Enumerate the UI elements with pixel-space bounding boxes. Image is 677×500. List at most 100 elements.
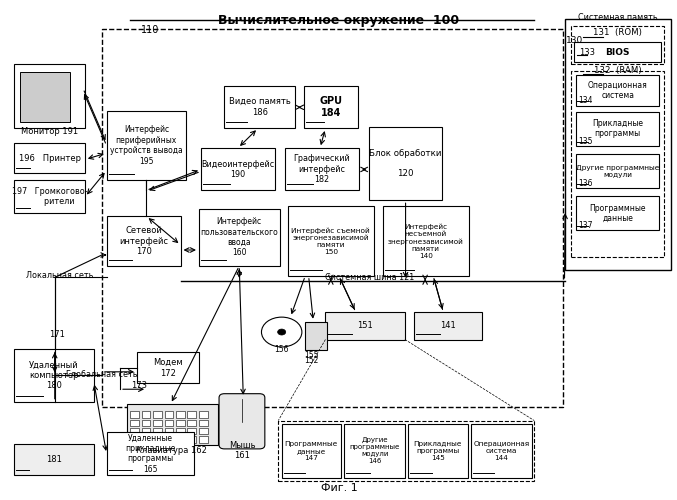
FancyBboxPatch shape [288,206,374,276]
Text: 171: 171 [49,330,66,339]
FancyBboxPatch shape [141,411,150,418]
FancyBboxPatch shape [571,26,664,64]
Text: 155: 155 [304,351,318,360]
Text: 197   Громкогово-
        рители: 197 Громкогово- рители [12,187,87,206]
Text: Видео память
186: Видео память 186 [229,98,290,116]
FancyBboxPatch shape [414,312,481,340]
FancyBboxPatch shape [565,19,671,270]
FancyBboxPatch shape [141,428,150,434]
Text: Мышь
161: Мышь 161 [229,440,255,460]
FancyBboxPatch shape [20,72,70,122]
FancyBboxPatch shape [153,428,162,434]
FancyBboxPatch shape [408,424,468,478]
Text: BIOS: BIOS [605,48,630,56]
FancyBboxPatch shape [345,424,405,478]
FancyBboxPatch shape [471,424,531,478]
FancyBboxPatch shape [188,436,196,443]
FancyBboxPatch shape [574,42,661,62]
Text: Программные
данные: Программные данные [590,204,646,223]
FancyBboxPatch shape [130,428,139,434]
FancyBboxPatch shape [137,352,199,384]
FancyBboxPatch shape [225,86,295,128]
Text: Интерфейс съемной
энергонезависимой
памяти
150: Интерфейс съемной энергонезависимой памя… [292,227,370,255]
FancyBboxPatch shape [576,154,659,188]
FancyBboxPatch shape [383,206,469,276]
FancyBboxPatch shape [304,86,357,128]
Text: GPU
184: GPU 184 [320,96,343,118]
FancyBboxPatch shape [285,148,359,190]
Text: Графический
интерфейс
182: Графический интерфейс 182 [294,154,351,184]
FancyBboxPatch shape [576,112,659,146]
Text: Системная память: Системная память [578,14,657,22]
FancyBboxPatch shape [165,420,173,426]
Text: Программные
данные
147: Программные данные 147 [284,441,338,461]
FancyBboxPatch shape [165,428,173,434]
Text: Удаленные
прикладные
программы
165: Удаленные прикладные программы 165 [125,434,175,474]
Text: 135: 135 [579,137,593,146]
Text: Модем
172: Модем 172 [153,358,183,378]
Text: 151: 151 [357,322,373,330]
FancyBboxPatch shape [130,436,139,443]
Text: Системная шина 121: Системная шина 121 [324,273,414,282]
Text: 181: 181 [46,455,62,464]
Text: 132  (RAM): 132 (RAM) [594,66,642,74]
Text: Другие программные
модули: Другие программные модули [576,164,659,177]
FancyBboxPatch shape [153,436,162,443]
FancyBboxPatch shape [176,428,185,434]
Text: 130: 130 [566,36,583,44]
FancyBboxPatch shape [127,404,218,445]
Text: Удаленный
компьютер
180: Удаленный компьютер 180 [29,360,79,390]
FancyBboxPatch shape [188,411,196,418]
FancyBboxPatch shape [153,411,162,418]
FancyBboxPatch shape [282,424,341,478]
FancyBboxPatch shape [153,420,162,426]
Text: 110: 110 [141,25,160,35]
Text: Другие
программные
модули
146: Другие программные модули 146 [349,438,399,464]
FancyBboxPatch shape [130,411,139,418]
FancyBboxPatch shape [571,71,664,258]
Text: Вычислительное окружение  100: Вычислительное окружение 100 [219,14,460,27]
Text: 173: 173 [131,380,148,390]
FancyBboxPatch shape [176,411,185,418]
Circle shape [278,329,286,335]
FancyBboxPatch shape [199,208,280,266]
FancyBboxPatch shape [176,436,185,443]
Text: Интерфейс
периферийных
устройств вывода
195: Интерфейс периферийных устройств вывода … [110,126,183,166]
FancyBboxPatch shape [219,394,265,449]
Text: Операционная
система
144: Операционная система 144 [473,441,529,461]
FancyBboxPatch shape [106,432,194,474]
Text: 131  (ROM): 131 (ROM) [593,28,642,37]
FancyBboxPatch shape [130,420,139,426]
FancyBboxPatch shape [14,64,85,128]
FancyBboxPatch shape [141,420,150,426]
FancyBboxPatch shape [369,126,442,200]
FancyBboxPatch shape [326,312,405,340]
Text: Клавиатура 162: Клавиатура 162 [137,446,207,455]
FancyBboxPatch shape [305,322,327,350]
FancyBboxPatch shape [106,216,181,266]
FancyBboxPatch shape [14,180,85,212]
FancyBboxPatch shape [106,111,186,180]
Text: Фиг. 1: Фиг. 1 [320,482,357,492]
Text: 136: 136 [579,180,593,188]
Text: Интерфейс
пользовательского
ввода
160: Интерфейс пользовательского ввода 160 [200,217,278,258]
Text: 156: 156 [274,345,289,354]
Text: 141: 141 [440,322,456,330]
FancyBboxPatch shape [165,411,173,418]
Text: Операционная
система: Операционная система [588,80,648,100]
FancyBboxPatch shape [14,444,94,474]
FancyBboxPatch shape [176,420,185,426]
Text: Прикладные
программы
145: Прикладные программы 145 [414,441,462,461]
Text: Прикладные
программы: Прикладные программы [592,119,643,139]
Text: 137: 137 [579,221,593,230]
Text: Локальная сеть: Локальная сеть [26,272,93,280]
FancyBboxPatch shape [199,411,208,418]
FancyBboxPatch shape [14,350,94,402]
Text: Видеоинтерфейс
190: Видеоинтерфейс 190 [201,160,275,179]
Text: 196   Принтер: 196 Принтер [19,154,81,162]
FancyBboxPatch shape [141,436,150,443]
Text: 134: 134 [579,96,593,106]
FancyBboxPatch shape [199,428,208,434]
Text: Блок обработки

120: Блок обработки 120 [370,148,442,178]
FancyBboxPatch shape [199,436,208,443]
